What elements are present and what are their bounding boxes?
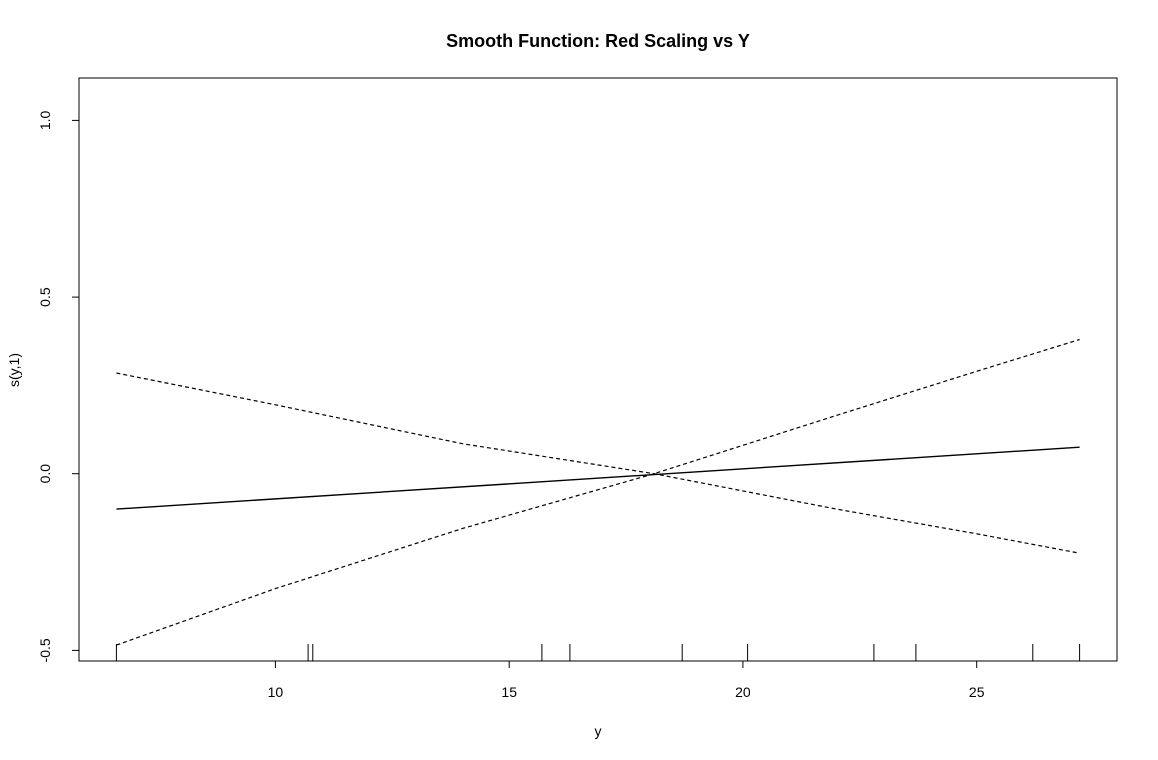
y-tick-label: 0.0 (37, 464, 53, 484)
x-axis-label: y (595, 723, 602, 739)
x-tick-label: 20 (735, 684, 751, 700)
plot-frame (78, 77, 1118, 662)
y-tick-label: 1.0 (37, 110, 53, 130)
confidence-line-1 (116, 372, 1080, 554)
fit-line-0 (116, 446, 1080, 510)
x-axis: 10 15 20 25 (268, 660, 985, 700)
y-axis-label: s(y,1) (6, 353, 22, 387)
rug-marks (115, 644, 1081, 661)
confidence-line-2 (116, 338, 1080, 646)
confidence-band-lines (116, 338, 1080, 646)
x-tick-label: 25 (969, 684, 985, 700)
x-tick-label: 10 (268, 684, 284, 700)
chart-title: Smooth Function: Red Scaling vs Y (446, 31, 750, 51)
y-tick-label: -0.5 (37, 638, 53, 662)
y-tick-label: 0.5 (37, 287, 53, 307)
smooth-fit-lines (116, 446, 1080, 510)
x-tick-label: 15 (501, 684, 517, 700)
y-axis: -0.5 0.0 0.5 1.0 (37, 110, 80, 662)
